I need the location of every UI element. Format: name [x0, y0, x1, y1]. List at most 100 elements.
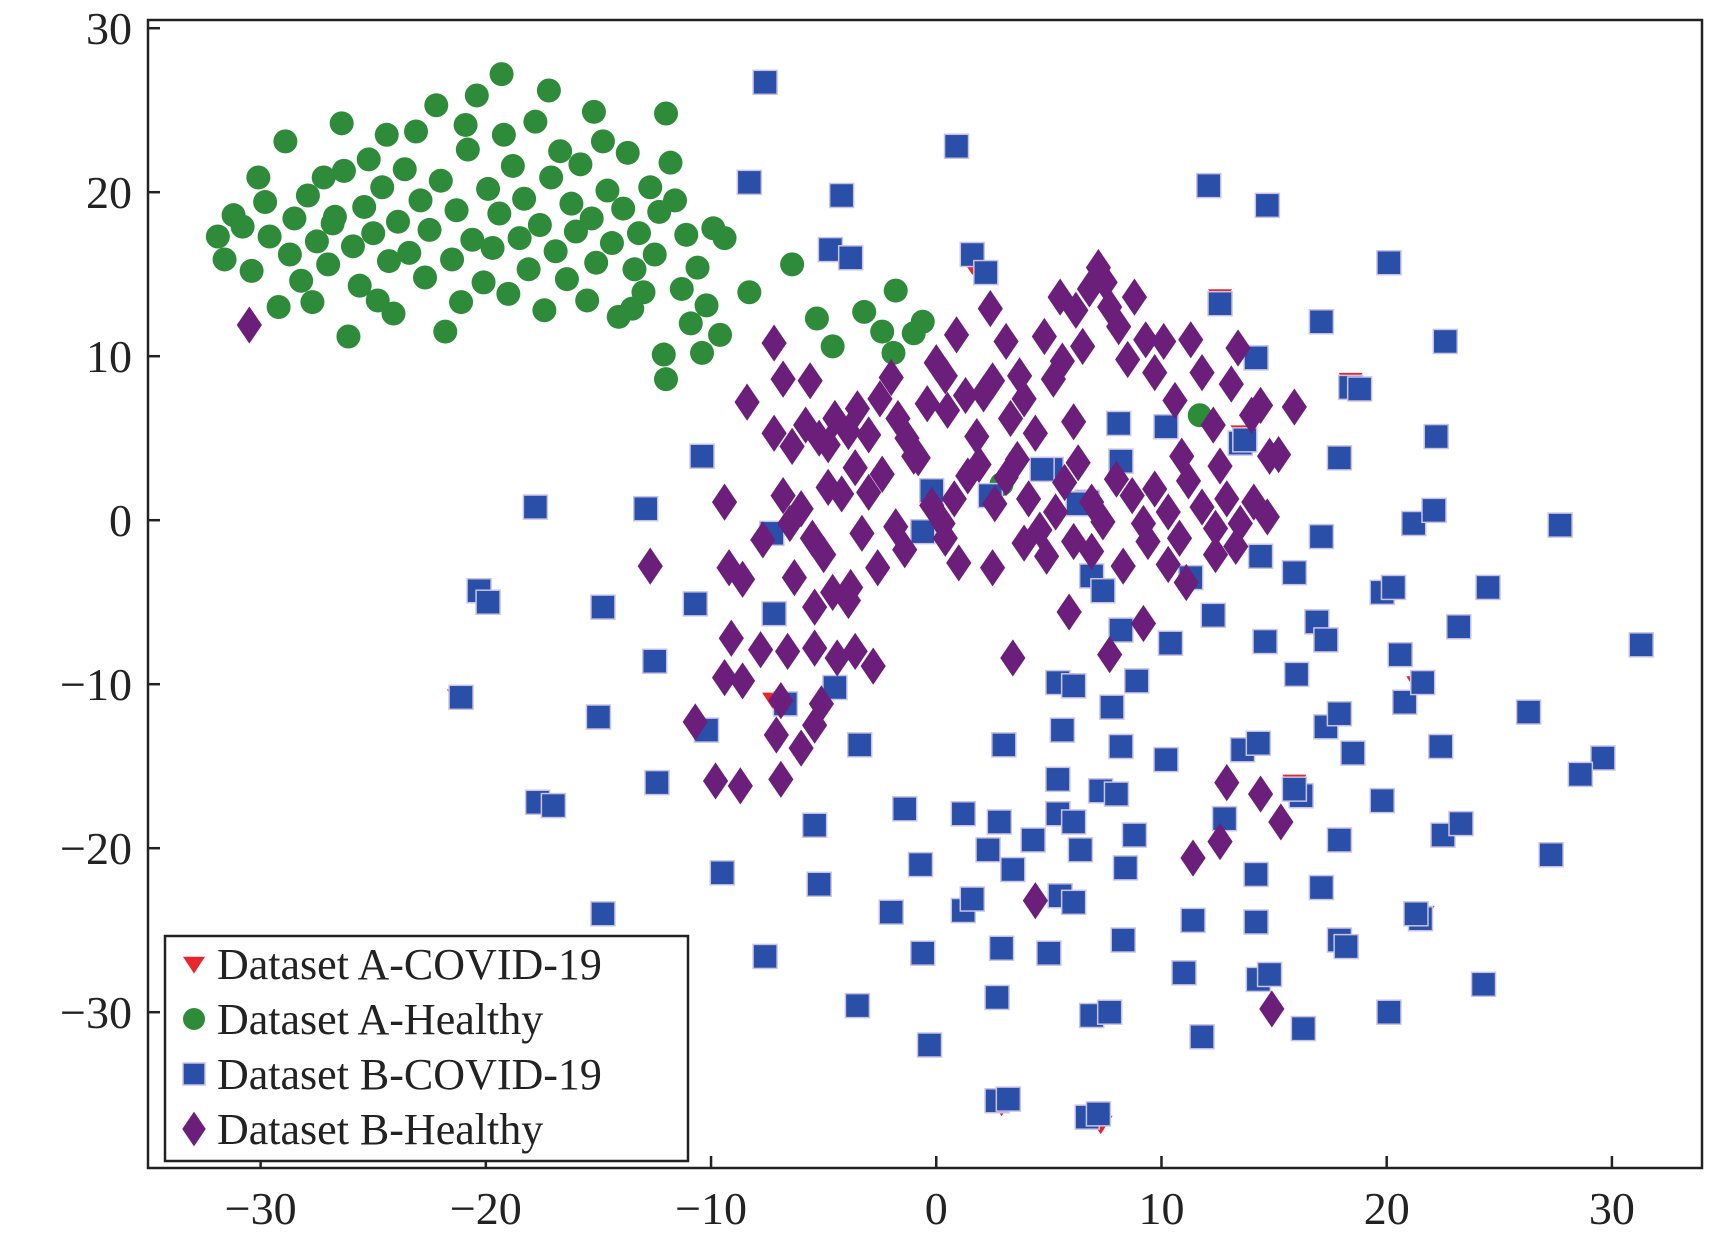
- data-point: [943, 316, 970, 354]
- data-point: [282, 206, 307, 231]
- data-point: [663, 188, 688, 213]
- data-point: [737, 280, 762, 305]
- data-point: [316, 252, 341, 277]
- data-point: [543, 239, 568, 264]
- data-point: [1070, 327, 1096, 365]
- data-point: [802, 629, 828, 667]
- data-point: [658, 150, 683, 175]
- data-point: [1628, 632, 1654, 658]
- data-point: [727, 767, 753, 805]
- data-point: [1427, 733, 1454, 760]
- data-point: [579, 206, 604, 231]
- legend-label: Dataset A-Healthy: [217, 995, 543, 1044]
- data-point: [1112, 855, 1139, 881]
- data-point: [993, 322, 1019, 361]
- data-point: [932, 357, 958, 395]
- data-point: [729, 560, 756, 598]
- data-point: [651, 342, 676, 367]
- data-point: [716, 549, 742, 587]
- data-point: [1252, 628, 1278, 655]
- data-point: [1063, 291, 1089, 329]
- data-point: [775, 632, 801, 670]
- data-point: [361, 221, 386, 246]
- data-point: [1254, 498, 1280, 536]
- data-point: [690, 340, 715, 365]
- data-point: [1022, 882, 1048, 920]
- data-point: [404, 119, 429, 144]
- data-point: [964, 417, 990, 456]
- data-point: [1281, 559, 1308, 586]
- data-point: [788, 729, 814, 767]
- data-point: [581, 99, 606, 124]
- data-point: [1162, 381, 1188, 420]
- data-point: [970, 375, 997, 413]
- data-point: [709, 860, 736, 886]
- data-point: [966, 445, 992, 484]
- data-point: [1207, 823, 1233, 861]
- data-point: [1189, 488, 1215, 526]
- data-point: [761, 324, 787, 362]
- data-point: [1180, 907, 1206, 934]
- data-point: [870, 319, 895, 344]
- data-point: [1256, 961, 1283, 988]
- data-point: [1142, 470, 1168, 508]
- data-point: [804, 306, 829, 331]
- data-point: [370, 175, 395, 200]
- data-point: [801, 812, 828, 838]
- data-point: [761, 600, 787, 627]
- legend-box: [163, 934, 690, 1163]
- data-point: [381, 301, 406, 326]
- y-tick-label: −20: [60, 823, 132, 874]
- data-point: [793, 406, 819, 444]
- data-point: [1105, 410, 1132, 437]
- data-point: [1031, 317, 1057, 356]
- data-point: [266, 295, 291, 319]
- data-point: [1308, 309, 1335, 335]
- data-point: [736, 169, 763, 196]
- data-point: [682, 591, 709, 617]
- data-point: [993, 458, 1019, 497]
- data-point: [1153, 413, 1179, 440]
- data-point: [1103, 460, 1130, 498]
- data-point: [1590, 745, 1616, 771]
- data-point: [1308, 523, 1335, 550]
- data-point: [1376, 999, 1402, 1025]
- data-point: [329, 111, 354, 136]
- data-point: [865, 549, 891, 587]
- data-point: [752, 943, 778, 970]
- data-point: [901, 437, 927, 475]
- data-point: [988, 935, 1015, 961]
- data-point: [1180, 839, 1206, 877]
- data-point: [1243, 345, 1269, 371]
- data-point: [1067, 837, 1094, 863]
- data-point: [815, 468, 841, 506]
- data-point: [1238, 396, 1265, 434]
- data-point: [729, 662, 756, 700]
- data-point: [1268, 803, 1294, 841]
- data-point: [352, 194, 377, 219]
- y-tick-label: −30: [60, 987, 132, 1038]
- data-point: [453, 112, 478, 137]
- data-point: [480, 235, 505, 260]
- data-point: [1326, 700, 1353, 727]
- data-point: [808, 685, 834, 723]
- data-point: [590, 901, 616, 927]
- data-point: [844, 992, 871, 1019]
- data-point: [982, 485, 1008, 523]
- series-4: [236, 249, 1307, 1028]
- data-point: [253, 190, 278, 215]
- data-point: [1155, 545, 1181, 584]
- data-point: [824, 639, 850, 677]
- data-point: [856, 473, 882, 511]
- data-point: [585, 704, 612, 730]
- data-point: [1099, 694, 1125, 720]
- data-point: [1142, 354, 1168, 392]
- x-tick-label: −30: [225, 1183, 297, 1234]
- data-point: [1079, 532, 1105, 570]
- y-tick-label: 30: [86, 3, 132, 54]
- data-point: [1346, 376, 1373, 402]
- data-point: [246, 165, 271, 190]
- data-point: [1123, 668, 1150, 694]
- data-point: [1241, 483, 1267, 521]
- legend-label: Dataset A-COVID-19: [217, 940, 602, 989]
